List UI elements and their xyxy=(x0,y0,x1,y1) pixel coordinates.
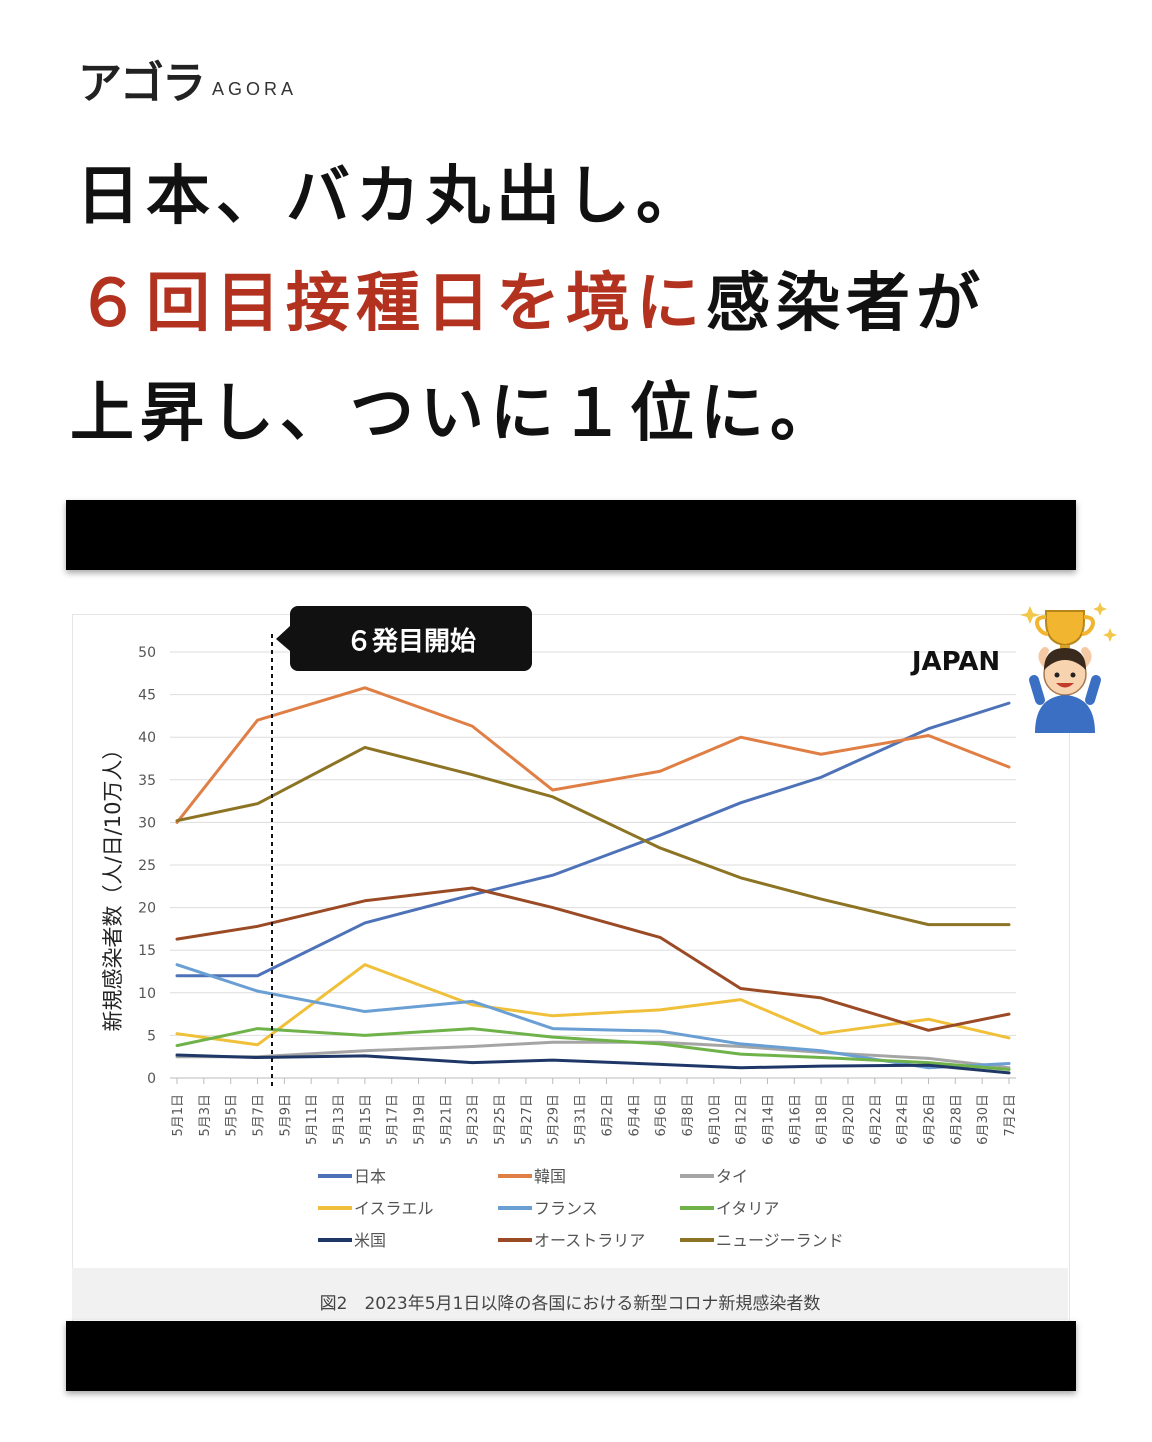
x-tick-label: 6月24日 xyxy=(896,1094,911,1145)
y-tick-labels: 0 5 10 15 20 25 30 35 40 45 50 xyxy=(138,645,156,1087)
series-line-6 xyxy=(175,1053,1011,1075)
x-tick-label: 6月28日 xyxy=(949,1094,964,1145)
y-tick-0: 0 xyxy=(147,1071,156,1087)
x-tick-label: 5月23日 xyxy=(466,1094,481,1145)
y-tick-30: 30 xyxy=(138,815,156,831)
x-tick-labels: 5月1日 5月3日 5月5日 5月7日 5月9日 5月11日 5月13日 5月15日 5月17日… xyxy=(171,1078,1018,1145)
legend-label: タイ xyxy=(716,1167,748,1186)
legend-label: 米国 xyxy=(354,1231,386,1250)
x-tick-label: 5月5日 xyxy=(225,1094,240,1137)
x-tick-label: 5月11日 xyxy=(305,1094,320,1145)
x-tick-label: 6月2日 xyxy=(600,1094,615,1137)
trophy-person-illustration xyxy=(1020,602,1117,733)
y-tick-45: 45 xyxy=(138,688,156,704)
x-tick-label: 5月21日 xyxy=(439,1094,454,1145)
x-tick-label: 6月16日 xyxy=(788,1094,803,1145)
x-tick-label: 6月12日 xyxy=(735,1094,750,1145)
callout-box: ６発目開始 xyxy=(276,606,532,671)
y-tick-35: 35 xyxy=(138,773,156,789)
legend-label: 日本 xyxy=(354,1167,386,1186)
redaction-bar-top xyxy=(66,500,1076,570)
y-tick-5: 5 xyxy=(147,1028,156,1044)
y-axis-label: 新規感染者数（人/日/10万人） xyxy=(101,739,125,1032)
x-tick-label: 6月6日 xyxy=(654,1094,669,1137)
series-line-3 xyxy=(175,963,1011,1047)
series-line-7 xyxy=(175,886,1011,1032)
x-tick-label: 5月7日 xyxy=(252,1094,267,1137)
x-tick-label: 6月20日 xyxy=(842,1094,857,1145)
y-tick-40: 40 xyxy=(138,730,156,746)
x-tick-label: 7月2日 xyxy=(1003,1094,1018,1137)
logo-english: AGORA xyxy=(212,79,298,99)
x-tick-label: 5月17日 xyxy=(386,1094,401,1145)
series-line-8 xyxy=(175,745,1011,927)
y-tick-15: 15 xyxy=(138,943,156,959)
y-tick-25: 25 xyxy=(138,858,156,874)
legend-label: イタリア xyxy=(716,1199,779,1218)
japan-label: JAPAN xyxy=(910,647,1000,677)
legend-label: 韓国 xyxy=(534,1167,566,1186)
x-tick-label: 5月31日 xyxy=(574,1094,589,1145)
y-tick-10: 10 xyxy=(138,986,156,1002)
callout-text: ６発目開始 xyxy=(346,627,476,657)
chart-caption: 図2 2023年5月1日以降の各国における新型コロナ新規感染者数 xyxy=(319,1294,821,1314)
headline-line-1: 日本、バカ丸出し。 xyxy=(76,160,706,234)
agora-logo: アゴラ AGORA xyxy=(78,62,297,106)
chart-series-lines xyxy=(175,686,1011,1075)
x-tick-label: 6月14日 xyxy=(761,1094,776,1145)
legend-label: ニュージーランド xyxy=(716,1231,844,1250)
x-tick-label: 6月30日 xyxy=(976,1094,991,1145)
legend-label: フランス xyxy=(534,1199,598,1218)
y-tick-20: 20 xyxy=(138,901,156,917)
series-line-1 xyxy=(175,686,1011,824)
x-tick-label: 6月8日 xyxy=(681,1094,696,1137)
x-tick-label: 6月22日 xyxy=(869,1094,884,1145)
y-tick-50: 50 xyxy=(138,645,156,661)
x-tick-label: 6月26日 xyxy=(922,1094,937,1145)
x-tick-label: 5月3日 xyxy=(198,1094,213,1137)
x-tick-label: 6月18日 xyxy=(815,1094,830,1145)
headline-line-2-black: 感染者が xyxy=(706,267,986,341)
series-line-2 xyxy=(175,1040,1011,1070)
logo-japanese: アゴラ xyxy=(78,58,206,109)
legend-label: イスラエル xyxy=(354,1199,434,1218)
series-line-5 xyxy=(175,1027,1011,1071)
x-tick-label: 5月29日 xyxy=(547,1094,562,1145)
headline-line-2: ６回目接種日を境に感染者が xyxy=(76,272,986,336)
caption-band xyxy=(72,1268,1068,1320)
headline-line-2-red: ６回目接種日を境に xyxy=(76,267,706,341)
x-tick-label: 5月19日 xyxy=(413,1094,428,1145)
chart-card xyxy=(72,614,1070,1322)
series-line-0 xyxy=(175,701,1011,978)
x-tick-label: 6月10日 xyxy=(708,1094,723,1145)
x-tick-label: 5月1日 xyxy=(171,1094,186,1137)
redaction-bar-bottom xyxy=(66,1321,1076,1391)
x-tick-label: 6月4日 xyxy=(627,1094,642,1137)
x-tick-label: 5月15日 xyxy=(359,1094,374,1145)
headline-line-3: 上昇し、ついに１位に。 xyxy=(70,377,840,451)
legend-label: オーストラリア xyxy=(534,1231,645,1250)
x-tick-label: 5月13日 xyxy=(332,1094,347,1145)
x-tick-label: 5月9日 xyxy=(278,1094,293,1137)
x-tick-label: 5月27日 xyxy=(520,1094,535,1145)
x-tick-label: 5月25日 xyxy=(493,1094,508,1145)
